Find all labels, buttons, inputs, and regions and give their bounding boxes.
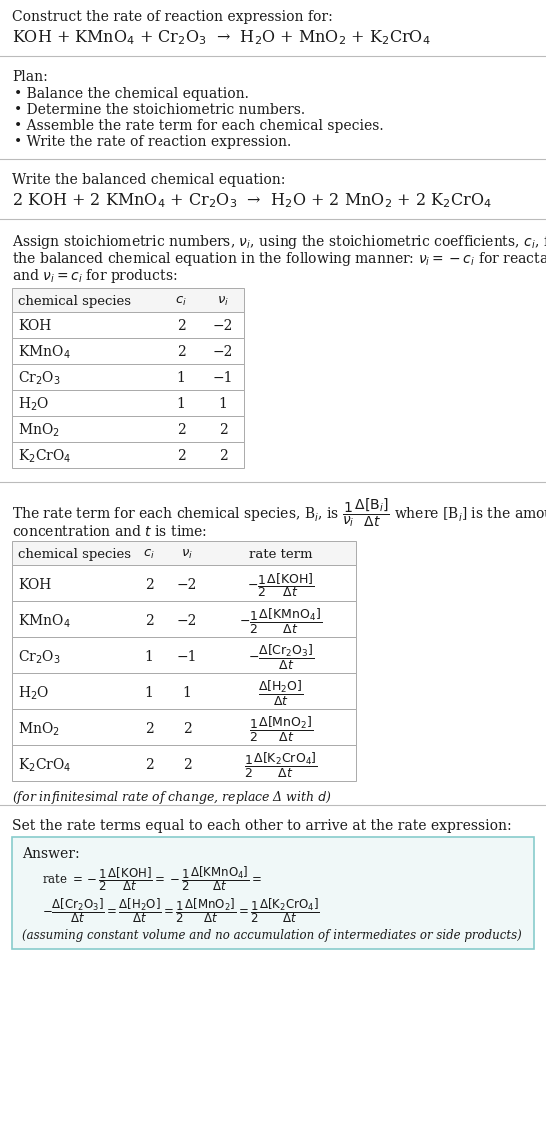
Text: KMnO$_4$: KMnO$_4$ bbox=[18, 612, 70, 629]
Text: (for infinitesimal rate of change, replace Δ with $d$): (for infinitesimal rate of change, repla… bbox=[12, 789, 332, 806]
Text: rate $= -\dfrac{1}{2}\dfrac{\Delta[\mathrm{KOH}]}{\Delta t} = -\dfrac{1}{2}\dfra: rate $= -\dfrac{1}{2}\dfrac{\Delta[\math… bbox=[42, 865, 262, 893]
Bar bbox=[12, 709, 356, 745]
Bar bbox=[12, 338, 244, 364]
Text: $\dfrac{1}{2}\dfrac{\Delta[\mathrm{K_2CrO_4}]}{\Delta t}$: $\dfrac{1}{2}\dfrac{\Delta[\mathrm{K_2Cr… bbox=[244, 750, 318, 780]
Text: KMnO$_4$: KMnO$_4$ bbox=[18, 344, 70, 361]
Text: 2: 2 bbox=[176, 319, 186, 333]
Text: (assuming constant volume and no accumulation of intermediates or side products): (assuming constant volume and no accumul… bbox=[22, 929, 522, 942]
Text: KOH: KOH bbox=[18, 578, 51, 592]
Bar bbox=[12, 673, 356, 709]
Bar bbox=[12, 745, 356, 781]
Text: 2: 2 bbox=[145, 758, 153, 772]
Text: $\dfrac{1}{2}\dfrac{\Delta[\mathrm{MnO_2}]}{\Delta t}$: $\dfrac{1}{2}\dfrac{\Delta[\mathrm{MnO_2… bbox=[249, 715, 313, 743]
Text: 2: 2 bbox=[145, 721, 153, 736]
Text: KOH: KOH bbox=[18, 319, 51, 333]
Text: $-\dfrac{\Delta[\mathrm{Cr_2O_3}]}{\Delta t}$: $-\dfrac{\Delta[\mathrm{Cr_2O_3}]}{\Delt… bbox=[248, 643, 314, 671]
Text: $-\dfrac{1}{2}\dfrac{\Delta[\mathrm{KOH}]}{\Delta t}$: $-\dfrac{1}{2}\dfrac{\Delta[\mathrm{KOH}… bbox=[247, 571, 315, 599]
Text: 1: 1 bbox=[145, 686, 153, 700]
Text: $\dfrac{\Delta[\mathrm{H_2O}]}{\Delta t}$: $\dfrac{\Delta[\mathrm{H_2O}]}{\Delta t}… bbox=[258, 678, 304, 708]
Text: −2: −2 bbox=[213, 345, 233, 358]
Text: −1: −1 bbox=[177, 650, 197, 663]
Text: chemical species: chemical species bbox=[18, 295, 131, 307]
Text: 2: 2 bbox=[145, 578, 153, 592]
Text: 2: 2 bbox=[176, 345, 186, 358]
Text: 1: 1 bbox=[182, 686, 192, 700]
Text: $c_i$: $c_i$ bbox=[143, 547, 155, 561]
Text: 2: 2 bbox=[176, 423, 186, 437]
Text: $-\dfrac{\Delta[\mathrm{Cr_2O_3}]}{\Delta t} = \dfrac{\Delta[\mathrm{H_2O}]}{\De: $-\dfrac{\Delta[\mathrm{Cr_2O_3}]}{\Delt… bbox=[42, 897, 320, 925]
Text: chemical species: chemical species bbox=[18, 547, 131, 561]
Text: Answer:: Answer: bbox=[22, 847, 80, 861]
Bar bbox=[12, 390, 244, 417]
Text: Cr$_2$O$_3$: Cr$_2$O$_3$ bbox=[18, 370, 61, 387]
Text: KOH + KMnO$_4$ + Cr$_2$O$_3$  →  H$_2$O + MnO$_2$ + K$_2$CrO$_4$: KOH + KMnO$_4$ + Cr$_2$O$_3$ → H$_2$O + … bbox=[12, 28, 431, 47]
Text: H$_2$O: H$_2$O bbox=[18, 395, 49, 413]
Text: • Write the rate of reaction expression.: • Write the rate of reaction expression. bbox=[14, 135, 291, 149]
Text: −2: −2 bbox=[177, 578, 197, 592]
Bar bbox=[12, 442, 244, 468]
Text: and $\nu_i = c_i$ for products:: and $\nu_i = c_i$ for products: bbox=[12, 267, 177, 284]
Text: The rate term for each chemical species, B$_i$, is $\dfrac{1}{\nu_i}\dfrac{\Delt: The rate term for each chemical species,… bbox=[12, 496, 546, 529]
Text: 1: 1 bbox=[176, 371, 186, 385]
Text: • Assemble the rate term for each chemical species.: • Assemble the rate term for each chemic… bbox=[14, 119, 384, 133]
Text: Cr$_2$O$_3$: Cr$_2$O$_3$ bbox=[18, 649, 61, 666]
Text: MnO$_2$: MnO$_2$ bbox=[18, 720, 60, 737]
Bar bbox=[12, 637, 356, 673]
Text: 2 KOH + 2 KMnO$_4$ + Cr$_2$O$_3$  →  H$_2$O + 2 MnO$_2$ + 2 K$_2$CrO$_4$: 2 KOH + 2 KMnO$_4$ + Cr$_2$O$_3$ → H$_2$… bbox=[12, 191, 492, 209]
Text: 1: 1 bbox=[176, 397, 186, 411]
Bar bbox=[12, 601, 356, 637]
Text: −1: −1 bbox=[213, 371, 233, 385]
Text: K$_2$CrO$_4$: K$_2$CrO$_4$ bbox=[18, 757, 72, 774]
Text: 1: 1 bbox=[145, 650, 153, 663]
Text: 2: 2 bbox=[176, 450, 186, 463]
Text: K$_2$CrO$_4$: K$_2$CrO$_4$ bbox=[18, 447, 72, 464]
Bar bbox=[12, 288, 244, 312]
Text: −2: −2 bbox=[177, 615, 197, 628]
Bar bbox=[12, 364, 244, 390]
Text: • Determine the stoichiometric numbers.: • Determine the stoichiometric numbers. bbox=[14, 104, 305, 117]
Text: Set the rate terms equal to each other to arrive at the rate expression:: Set the rate terms equal to each other t… bbox=[12, 819, 512, 833]
Bar bbox=[12, 312, 244, 338]
Text: Plan:: Plan: bbox=[12, 71, 48, 84]
Text: the balanced chemical equation in the following manner: $\nu_i = -c_i$ for react: the balanced chemical equation in the fo… bbox=[12, 250, 546, 269]
Text: 2: 2 bbox=[218, 423, 227, 437]
Text: MnO$_2$: MnO$_2$ bbox=[18, 421, 60, 439]
Bar bbox=[12, 564, 356, 601]
Text: 2: 2 bbox=[218, 450, 227, 463]
Text: Assign stoichiometric numbers, $\nu_i$, using the stoichiometric coefficients, $: Assign stoichiometric numbers, $\nu_i$, … bbox=[12, 233, 546, 251]
Text: $\nu_i$: $\nu_i$ bbox=[217, 295, 229, 307]
Text: −2: −2 bbox=[213, 319, 233, 333]
Text: concentration and $t$ is time:: concentration and $t$ is time: bbox=[12, 523, 207, 539]
Text: H$_2$O: H$_2$O bbox=[18, 684, 49, 702]
Text: Construct the rate of reaction expression for:: Construct the rate of reaction expressio… bbox=[12, 10, 333, 24]
Text: 1: 1 bbox=[218, 397, 228, 411]
Text: Write the balanced chemical equation:: Write the balanced chemical equation: bbox=[12, 173, 286, 187]
Text: $\nu_i$: $\nu_i$ bbox=[181, 547, 193, 561]
Bar bbox=[12, 838, 534, 949]
Text: 2: 2 bbox=[182, 758, 192, 772]
Text: • Balance the chemical equation.: • Balance the chemical equation. bbox=[14, 86, 249, 101]
Text: 2: 2 bbox=[145, 615, 153, 628]
Bar bbox=[12, 541, 356, 564]
Text: 2: 2 bbox=[182, 721, 192, 736]
Text: rate term: rate term bbox=[250, 547, 313, 561]
Text: $-\dfrac{1}{2}\dfrac{\Delta[\mathrm{KMnO_4}]}{\Delta t}$: $-\dfrac{1}{2}\dfrac{\Delta[\mathrm{KMnO… bbox=[240, 607, 323, 635]
Text: $c_i$: $c_i$ bbox=[175, 295, 187, 307]
Bar bbox=[12, 417, 244, 442]
